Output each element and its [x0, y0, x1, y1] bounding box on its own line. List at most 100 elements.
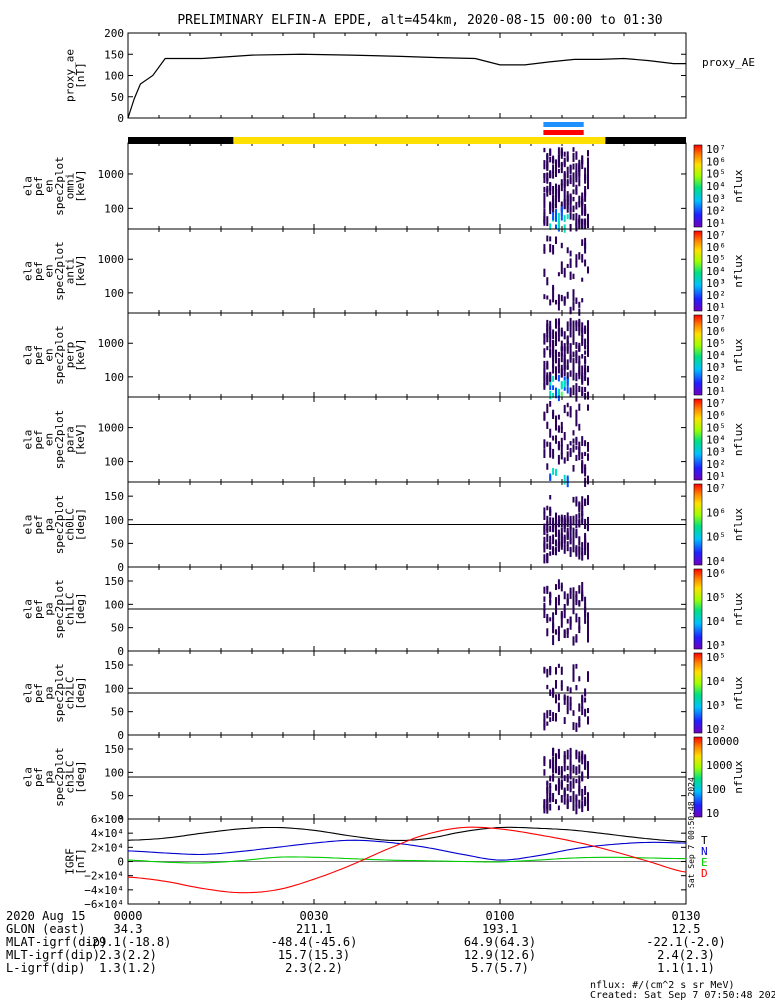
- colorbar-tick-label: 10⁴: [706, 675, 726, 688]
- colorbar-tick-label: 10⁵: [706, 531, 726, 544]
- fast-mode-blue: [543, 122, 584, 127]
- y-label-line: spec2plot: [53, 495, 66, 555]
- y-label-line: en: [43, 264, 56, 277]
- colorbar-tick-label: 10⁷: [706, 397, 726, 410]
- colorbar-tick-label: 10⁷: [706, 482, 726, 495]
- colorbar-label: nflux: [732, 254, 745, 287]
- y-tick-label: 0: [117, 813, 124, 826]
- colorbar-gradient: [693, 314, 703, 396]
- colorbar-tick-label: 100: [706, 783, 726, 796]
- panel-proxy_ae: proxy_ae[nT] 200 150 100 50 0 proxy_AE: [64, 27, 755, 125]
- colorbar-label: nflux: [732, 169, 745, 202]
- y-tick-label: 1000: [98, 422, 125, 435]
- y-label-line: pa: [43, 518, 56, 531]
- ephemeris-value: 193.1: [482, 922, 518, 936]
- y-label-line: spec2plot: [53, 325, 66, 385]
- ephemeris-value: 34.3: [114, 922, 143, 936]
- panel-igrf: IGRF[nT]6×10⁴4×10⁴2×10⁴0−2×10⁴−4×10⁴−6×1…: [64, 813, 709, 911]
- colorbar-tick-label: 10⁴: [706, 434, 726, 447]
- ephemeris-value: 5.7(5.7): [471, 961, 529, 975]
- y-tick-label: 6×10⁴: [91, 813, 124, 826]
- y-label-line: pef: [32, 176, 45, 196]
- y-label-line: [nT]: [74, 62, 87, 89]
- y-label-line: en: [43, 433, 56, 446]
- igrf-legend-T: T: [701, 834, 708, 847]
- colorbar-label: nflux: [732, 760, 745, 793]
- y-label-line: ela: [22, 767, 35, 787]
- ephemeris-row-label: GLON (east): [6, 922, 85, 936]
- colorbar-tick-label: 10²: [706, 723, 726, 736]
- ephemeris-row-label: MLT-igrf(dip): [6, 948, 100, 962]
- colorbar-tick-label: 10⁴: [706, 265, 726, 278]
- y-tick-label: 150: [104, 48, 124, 61]
- y-tick-label: 0: [117, 729, 124, 742]
- colorbar-tick-label: 10⁴: [706, 615, 726, 628]
- y-tick-label: 2×10⁴: [91, 841, 124, 854]
- y-label-line: [nT]: [74, 848, 87, 875]
- colorbar-tick-label: 10³: [706, 699, 726, 712]
- colorbar-tick-label: 10⁴: [706, 180, 726, 193]
- y-tick-label: 50: [111, 537, 124, 550]
- y-label-line: ch3LC: [64, 760, 77, 793]
- y-label-line: en: [43, 179, 56, 192]
- y-tick-label: 150: [104, 659, 124, 672]
- colorbar-tick-label: 10²: [706, 205, 726, 218]
- y-label-line: perp: [64, 342, 77, 369]
- colorbar-tick-label: 10⁵: [706, 651, 726, 664]
- colorbar-tick-label: 10¹: [706, 217, 726, 230]
- ephemeris-row-label: MLAT-igrf(dip): [6, 935, 107, 949]
- y-tick-label: 0: [117, 561, 124, 574]
- y-label-line: ela: [22, 430, 35, 450]
- x-tick-label: 0030: [300, 909, 329, 923]
- colorbar-gradient: [693, 652, 703, 734]
- colorbar-tick-label: 10³: [706, 277, 726, 290]
- colorbar-tick-label: 10²: [706, 458, 726, 471]
- colorbar-tick-label: 10²: [706, 289, 726, 302]
- spectrogram-pixels: [543, 401, 589, 488]
- ephemeris-value: 211.1: [296, 922, 332, 936]
- y-tick-label: 50: [111, 706, 124, 719]
- y-tick-label: −2×10⁴: [84, 870, 124, 883]
- y-tick-label: 50: [111, 91, 124, 104]
- y-label-line: [deg]: [74, 760, 87, 793]
- y-label-line: pef: [32, 261, 45, 281]
- y-label-line: omni: [64, 173, 77, 200]
- y-label-line: [deg]: [74, 676, 87, 709]
- colorbar-tick-label: 10⁷: [706, 143, 726, 156]
- colorbar-gradient: [693, 736, 703, 818]
- y-label-line: pef: [32, 515, 45, 535]
- y-tick-label: 150: [104, 743, 124, 756]
- igrf-series-E: [127, 856, 687, 864]
- colorbar-tick-label: 10⁴: [706, 349, 726, 362]
- colorbar-label: nflux: [732, 592, 745, 625]
- colorbar-gradient: [693, 568, 703, 650]
- y-label-line: spec2plot: [53, 156, 66, 216]
- x-axis: 0000 0030 0100 0130: [114, 909, 701, 923]
- y-tick-label: 100: [104, 371, 124, 384]
- colorbar-tick-label: 10⁶: [706, 325, 726, 338]
- colorbar-tick-label: 10²: [706, 373, 726, 386]
- igrf-legend-D: D: [701, 867, 708, 880]
- ephemeris-value: -48.4(-45.6): [271, 935, 358, 949]
- y-label-line: para: [64, 426, 77, 453]
- y-tick-label: 100: [104, 70, 124, 83]
- colorbar: 10⁵ 10⁴ 10³ 10² nflux: [693, 651, 745, 736]
- colorbar-tick-label: 10¹: [706, 385, 726, 398]
- y-tick-label: 100: [104, 456, 124, 469]
- y-tick-label: 100: [104, 514, 124, 527]
- colorbar-tick-label: 10⁶: [706, 241, 726, 254]
- y-label-line: spec2plot: [53, 410, 66, 470]
- colorbar-tick-label: 10⁶: [706, 155, 726, 168]
- colorbar-tick-label: 10⁵: [706, 337, 726, 350]
- y-tick-label: −4×10⁴: [84, 884, 124, 897]
- y-tick-label: 100: [104, 598, 124, 611]
- y-tick-label: 100: [104, 682, 124, 695]
